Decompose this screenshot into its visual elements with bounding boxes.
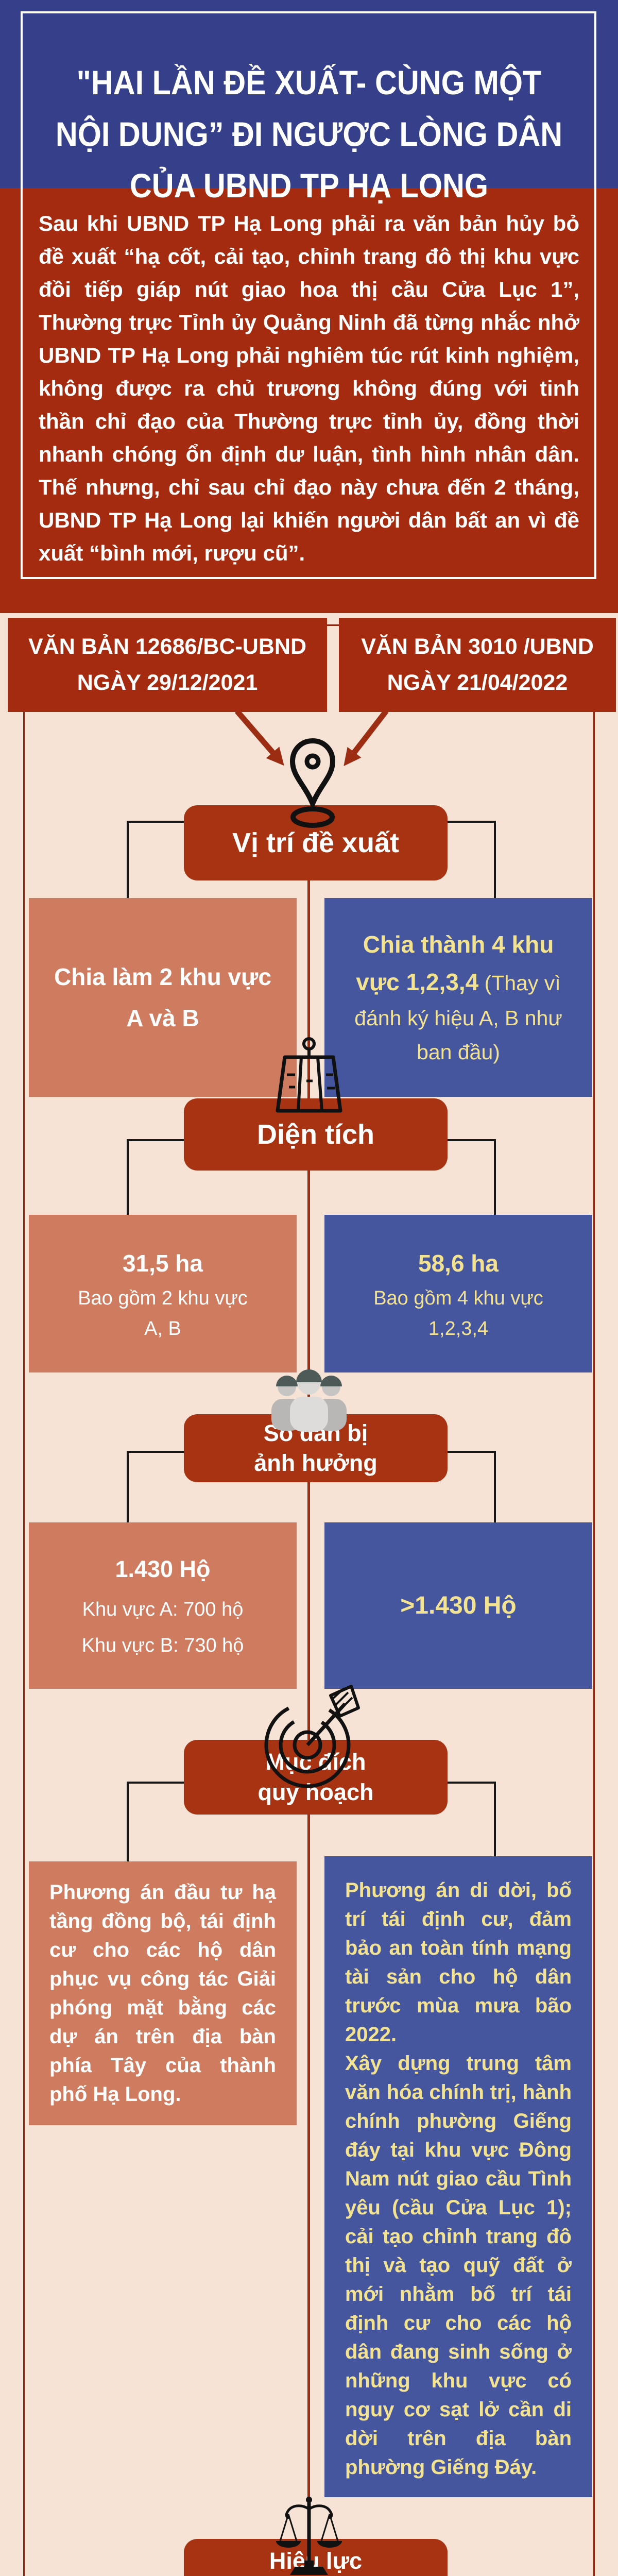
population-a-desc: Khu vực A: 700 hộ Khu vực B: 730 hộ [81, 1598, 244, 1657]
document-arrows-icon [234, 709, 389, 766]
document-box-1: VĂN BẢN 12686/BC-UBND NGÀY 29/12/2021 [8, 618, 327, 712]
center-connector-line [307, 878, 310, 2540]
location-option-b-box: Chia thành 4 khu vực 1,2,3,4 (Thay vì đá… [324, 898, 592, 1097]
location-option-b-note: (Thay vì đánh ký hiệu A, B như ban đầu) [354, 971, 562, 1064]
intro-red-band [0, 188, 618, 613]
header-blue-band [0, 0, 618, 188]
document-box-2: VĂN BẢN 3010 /UBND NGÀY 21/04/2022 [339, 618, 616, 712]
bracket-line [494, 821, 496, 899]
map-icon [276, 1037, 342, 1113]
target-icon [264, 1685, 360, 1788]
population-b-box: >1.430 Hộ [324, 1522, 592, 1689]
scales-icon [276, 2497, 342, 2575]
location-option-a-box: Chia làm 2 khu vực A và B [29, 898, 297, 1097]
location-option-a-text: Chia làm 2 khu vực A và B [54, 963, 271, 1032]
purpose-b-box: Phương án di dời, bố trí tái định cư, đả… [324, 1856, 592, 2497]
area-a-desc: Bao gồm 2 khu vực A, B [78, 1287, 248, 1340]
population-a-box: 1.430 Hộ Khu vực A: 700 hộ Khu vực B: 73… [29, 1522, 297, 1689]
person-center [290, 1369, 328, 1432]
bracket-line [494, 1139, 496, 1216]
bracket-line [127, 1451, 129, 1523]
header-white-frame [21, 11, 596, 579]
section-title-label: Diện tích [256, 1119, 375, 1150]
location-option-b-text: Chia thành 4 khu vực 1,2,3,4 (Thay vì đá… [345, 926, 572, 1069]
area-a-box: 31,5 ha Bao gồm 2 khu vực A, B [29, 1215, 297, 1372]
section-title-purpose: Mục đích quy hoạch [184, 1740, 448, 1815]
area-b-value: 58,6 ha [418, 1250, 499, 1277]
population-b-value: >1.430 Hộ [400, 1592, 517, 1619]
bracket-line [127, 1782, 129, 1862]
area-a-value: 31,5 ha [123, 1250, 203, 1277]
location-pin-icon [289, 738, 336, 828]
people-icon [271, 1369, 347, 1432]
bracket-line [127, 821, 129, 899]
purpose-a-text: Phương án đầu tư hạ tầng đồng bộ, tái đị… [49, 1881, 276, 2106]
section-title-label: Vị trí đề xuất [232, 827, 400, 858]
area-b-box: 58,6 ha Bao gồm 4 khu vực 1,2,3,4 [324, 1215, 592, 1372]
area-b-desc: Bao gồm 4 khu vực 1,2,3,4 [373, 1287, 543, 1340]
section-title-area: Diện tích [184, 1098, 448, 1171]
bracket-line [494, 1782, 496, 1857]
intro-paragraph: Sau khi UBND TP Hạ Long phải ra văn bản … [39, 211, 579, 565]
purpose-a-box: Phương án đầu tư hạ tầng đồng bộ, tái đị… [29, 1861, 297, 2125]
document-label: VĂN BẢN 12686/BC-UBND NGÀY 29/12/2021 [28, 634, 306, 695]
section-title-location: Vị trí đề xuất [184, 805, 448, 880]
location-option-b-bold: Chia thành 4 khu vực 1,2,3,4 [356, 930, 554, 996]
document-label: VĂN BẢN 3010 /UBND NGÀY 21/04/2022 [361, 634, 594, 695]
bracket-line [494, 1451, 496, 1523]
section-title-label: Số dân bị ảnh hưởng [254, 1419, 377, 1477]
population-a-value: 1.430 Hộ [115, 1556, 211, 1583]
bracket-line [127, 1139, 129, 1216]
purpose-b-text: Phương án di dời, bố trí tái định cư, đả… [345, 1879, 572, 2479]
page-title: "HAI LẦN ĐỀ XUẤT- CÙNG MỘT NỘI DUNG” ĐI … [55, 63, 563, 205]
